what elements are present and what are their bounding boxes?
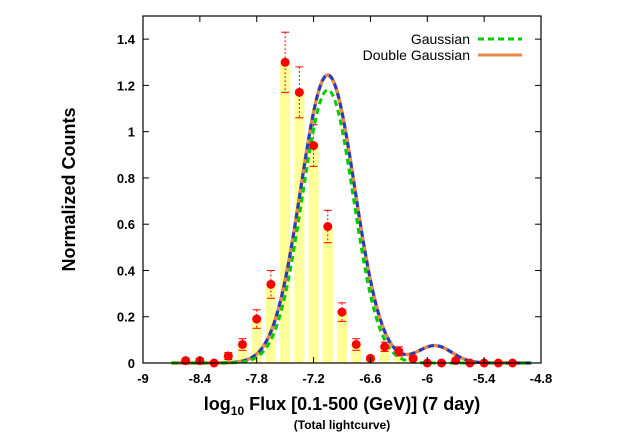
x-axis-label-subscript: 10 [231,404,245,418]
x-tick-label: -6.6 [359,371,381,386]
double-gaussian-overlay-curve [171,73,532,365]
x-tick-label: -7.2 [302,371,324,386]
y-tick-label: 0.6 [117,217,135,232]
legend-label: Double Gaussian [363,47,470,63]
x-tick-label: -6 [422,371,434,386]
data-point [408,353,418,363]
histogram-bar [336,312,348,363]
y-tick-label: 0.8 [117,171,135,186]
histogram-bar [294,92,305,363]
data-point [394,346,404,356]
histogram-bar [265,284,277,363]
y-tick-label: 0 [128,356,135,371]
x-axis-label-main: log [204,394,231,414]
x-axis-label-rest: Flux [0.1-500 (GeV)] (7 day) [244,394,480,414]
gaussian-curve [171,88,532,365]
x-tick-label: -8.4 [189,371,212,386]
y-tick-label: 1 [128,125,135,140]
histogram-bar [308,145,319,363]
x-tick-label: -5.4 [473,371,496,386]
data-point [294,87,304,97]
histogram-bar [322,226,333,363]
data-point [337,307,347,317]
y-axis-label: Normalized Counts [59,107,79,271]
histogram-bar [379,346,390,363]
x-tick-label: -7.8 [246,371,268,386]
data-point [223,351,233,361]
fit-curves [171,73,532,365]
data-point [380,342,390,352]
x-tick-label: -9 [137,371,149,386]
histogram-bar [351,344,362,363]
data-point [266,279,276,289]
double-gaussian-curve [171,73,532,365]
histogram-bar [251,319,262,363]
data-point [280,57,290,67]
error-bar [281,31,290,93]
data-points [181,57,518,368]
data-point [181,356,191,366]
y-tick-label: 0.4 [117,263,136,278]
data-point [323,222,333,232]
legend-label: Gaussian [411,31,470,47]
plot-frame [142,15,542,364]
data-point [252,314,262,324]
x-tick-label: -4.8 [530,371,552,386]
x-axis-label: log10 Flux [0.1-500 (GeV)] (7 day) [204,394,480,418]
y-tick-label: 1.2 [117,78,135,93]
histogram-bars [180,62,461,364]
histogram-bar [237,344,248,363]
y-axis-ticks: 0 0.2 0.4 0.6 0.8 1 1.2 1.4 [117,32,541,371]
data-point [451,356,461,366]
legend-item: Gaussian [411,31,522,47]
y-tick-label: 1.4 [117,32,136,47]
x-axis-sublabel: (Total lightcurve) [294,418,390,432]
histogram-bar [393,351,404,363]
histogram-bar [280,62,291,364]
legend-item: Double Gaussian [363,47,522,63]
data-point [309,141,319,151]
y-tick-label: 0.2 [117,310,135,325]
data-point [351,339,361,349]
data-point [238,339,247,349]
x-axis-ticks: -9 -8.4 -7.8 -7.2 -6.6 -6 -5.4 -4.8 [137,16,552,386]
